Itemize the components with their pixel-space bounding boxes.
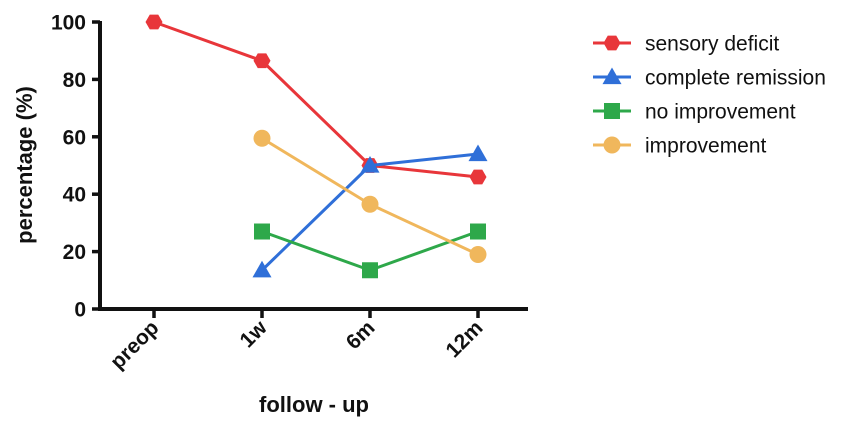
series-complete-remission xyxy=(252,144,488,278)
y-tick-label: 80 xyxy=(63,69,86,92)
series-line xyxy=(153,20,479,179)
y-tick-label: 0 xyxy=(74,299,86,322)
series-no-improvement xyxy=(254,223,486,279)
legend-label: complete remission xyxy=(645,67,826,90)
x-tick-label: preop xyxy=(106,316,164,374)
legend-marker xyxy=(602,67,622,85)
y-tick-label: 20 xyxy=(63,241,86,264)
legend: sensory deficit complete remission no impr… xyxy=(593,33,826,158)
legend-label: improvement xyxy=(645,135,767,158)
data-point xyxy=(468,144,488,162)
data-point xyxy=(469,245,487,263)
data-point xyxy=(362,262,378,279)
legend-marker xyxy=(603,35,621,51)
data-point xyxy=(253,53,271,69)
x-tick-label: 12m xyxy=(442,316,488,362)
data-point xyxy=(145,14,163,30)
legend-item: improvement xyxy=(593,135,767,158)
legend-label: sensory deficit xyxy=(645,33,779,56)
data-point xyxy=(360,156,380,173)
legend-item: no improvement xyxy=(593,101,796,124)
x-tick-label: 6m xyxy=(342,316,380,354)
legend-label: no improvement xyxy=(645,101,796,124)
legend-marker xyxy=(603,136,621,154)
x-tick-label: 1w xyxy=(235,316,272,353)
y-axis-title: percentage (%) xyxy=(12,86,37,244)
x-axis-title: follow - up xyxy=(259,392,369,417)
y-tick-label: 100 xyxy=(51,12,86,35)
data-point xyxy=(470,223,486,240)
data-point xyxy=(361,195,379,213)
legend-marker xyxy=(604,103,620,119)
y-tick-label: 60 xyxy=(63,126,86,149)
series-layer xyxy=(145,14,488,279)
data-point xyxy=(469,169,487,185)
data-point xyxy=(253,129,271,147)
legend-item: complete remission xyxy=(593,67,826,90)
legend-item: sensory deficit xyxy=(593,33,779,56)
series-improvement xyxy=(253,129,487,263)
y-tick-label: 40 xyxy=(63,184,86,207)
data-point xyxy=(254,223,270,240)
data-point xyxy=(252,260,272,278)
axes-layer: 0 20 40 60 80 100 preop 1w 6m 12m xyxy=(51,12,528,374)
